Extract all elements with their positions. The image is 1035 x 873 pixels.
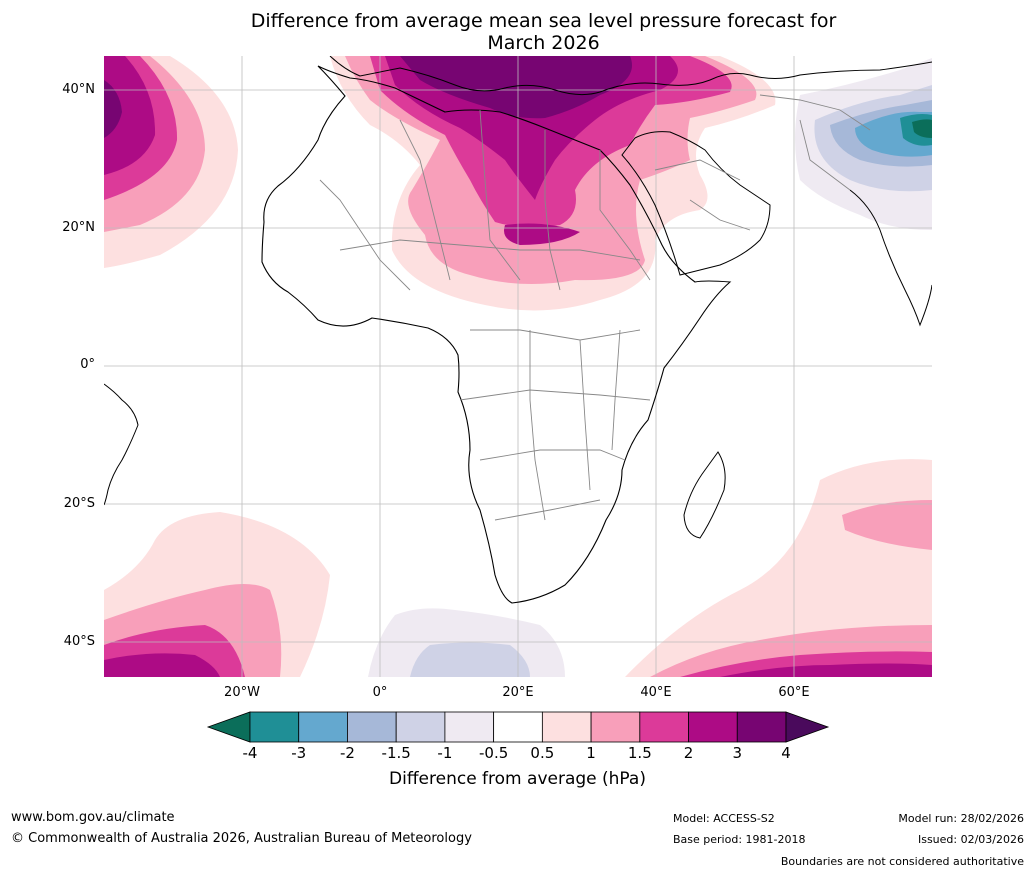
colorbar-tick-label: 1 [586, 744, 596, 762]
africa-coastline [261, 65, 732, 604]
anomaly-region-asia-low [795, 58, 932, 230]
colorbar-bin [444, 711, 495, 743]
footer-url[interactable]: www.bom.gov.au/climate [11, 810, 175, 825]
india-coastline [849, 189, 932, 327]
colorbar-tick-label: -0.5 [478, 744, 509, 762]
lat-label-40s: 40°S [63, 634, 95, 649]
colorbar-bin [249, 711, 300, 743]
colorbar-bin [493, 711, 543, 743]
europe-coastline [329, 56, 932, 96]
lat-label-40n: 40°N [62, 82, 95, 97]
madagascar-coastline [683, 451, 726, 539]
anomaly-region-south-atlantic-low [368, 608, 565, 677]
colorbar-tick-label: -1.5 [381, 744, 411, 762]
colorbar-bin [541, 711, 592, 743]
colorbar-label: Difference from average (hPa) [389, 769, 646, 789]
arabia-coastline [621, 131, 771, 276]
colorbar-tick-label: 1.5 [627, 744, 652, 762]
lat-label-20s: 20°S [63, 496, 95, 511]
colorbar-tick-label: 0.5 [530, 744, 555, 762]
colorbar-bin [590, 711, 641, 743]
colorbar-tick-label: -1 [437, 744, 453, 762]
colorbar-bin [688, 711, 738, 743]
footer-base-period: Base period: 1981-2018 [673, 833, 806, 846]
colorbar-tick-label: -4 [242, 744, 258, 762]
colorbar-bin [639, 711, 689, 743]
colorbar-tick-label: 4 [781, 744, 791, 762]
lon-label-20e: 20°E [502, 685, 534, 700]
colorbar-tick-label: 3 [732, 744, 743, 762]
anomaly-region-south-atlantic [104, 512, 330, 677]
colorbar-tick-label: -2 [339, 744, 355, 762]
colorbar-below-min-arrow [206, 711, 251, 743]
lon-label-0: 0° [372, 685, 388, 700]
lat-label-20n: 20°N [62, 220, 95, 235]
south-america-coastline [104, 383, 139, 506]
anomaly-region-north-atlantic [104, 56, 238, 268]
footer-disclaimer: Boundaries are not considered authoritat… [780, 855, 1024, 868]
footer-copyright: © Commonwealth of Australia 2026, Austra… [11, 831, 472, 846]
footer-model-run: Model run: 28/02/2026 [898, 812, 1024, 825]
graticule [104, 56, 932, 677]
footer-issued: Issued: 02/03/2026 [917, 833, 1024, 846]
lon-label-20w: 20°W [224, 685, 260, 700]
lon-label-60e: 60°E [778, 685, 810, 700]
footer-model: Model: ACCESS-S2 [673, 812, 775, 825]
colorbar-bin [395, 711, 446, 743]
lon-label-40e: 40°E [640, 685, 672, 700]
country-borders [319, 94, 871, 521]
colorbar-bin [736, 711, 787, 743]
colorbar-bin [298, 711, 348, 743]
colorbar-bin [347, 711, 397, 743]
anomaly-map [104, 56, 932, 677]
colorbar-above-max-arrow [785, 711, 830, 743]
title-line-1: Difference from average mean sea level p… [250, 10, 837, 32]
anomaly-region-south-indian [625, 459, 932, 677]
chart-title: Difference from average mean sea level p… [0, 10, 1035, 54]
colorbar-tick-label: 2 [683, 744, 694, 762]
colorbar-tick-label: -3 [291, 744, 307, 762]
lat-label-equator: 0° [80, 357, 95, 372]
title-line-2: March 2026 [487, 32, 600, 54]
